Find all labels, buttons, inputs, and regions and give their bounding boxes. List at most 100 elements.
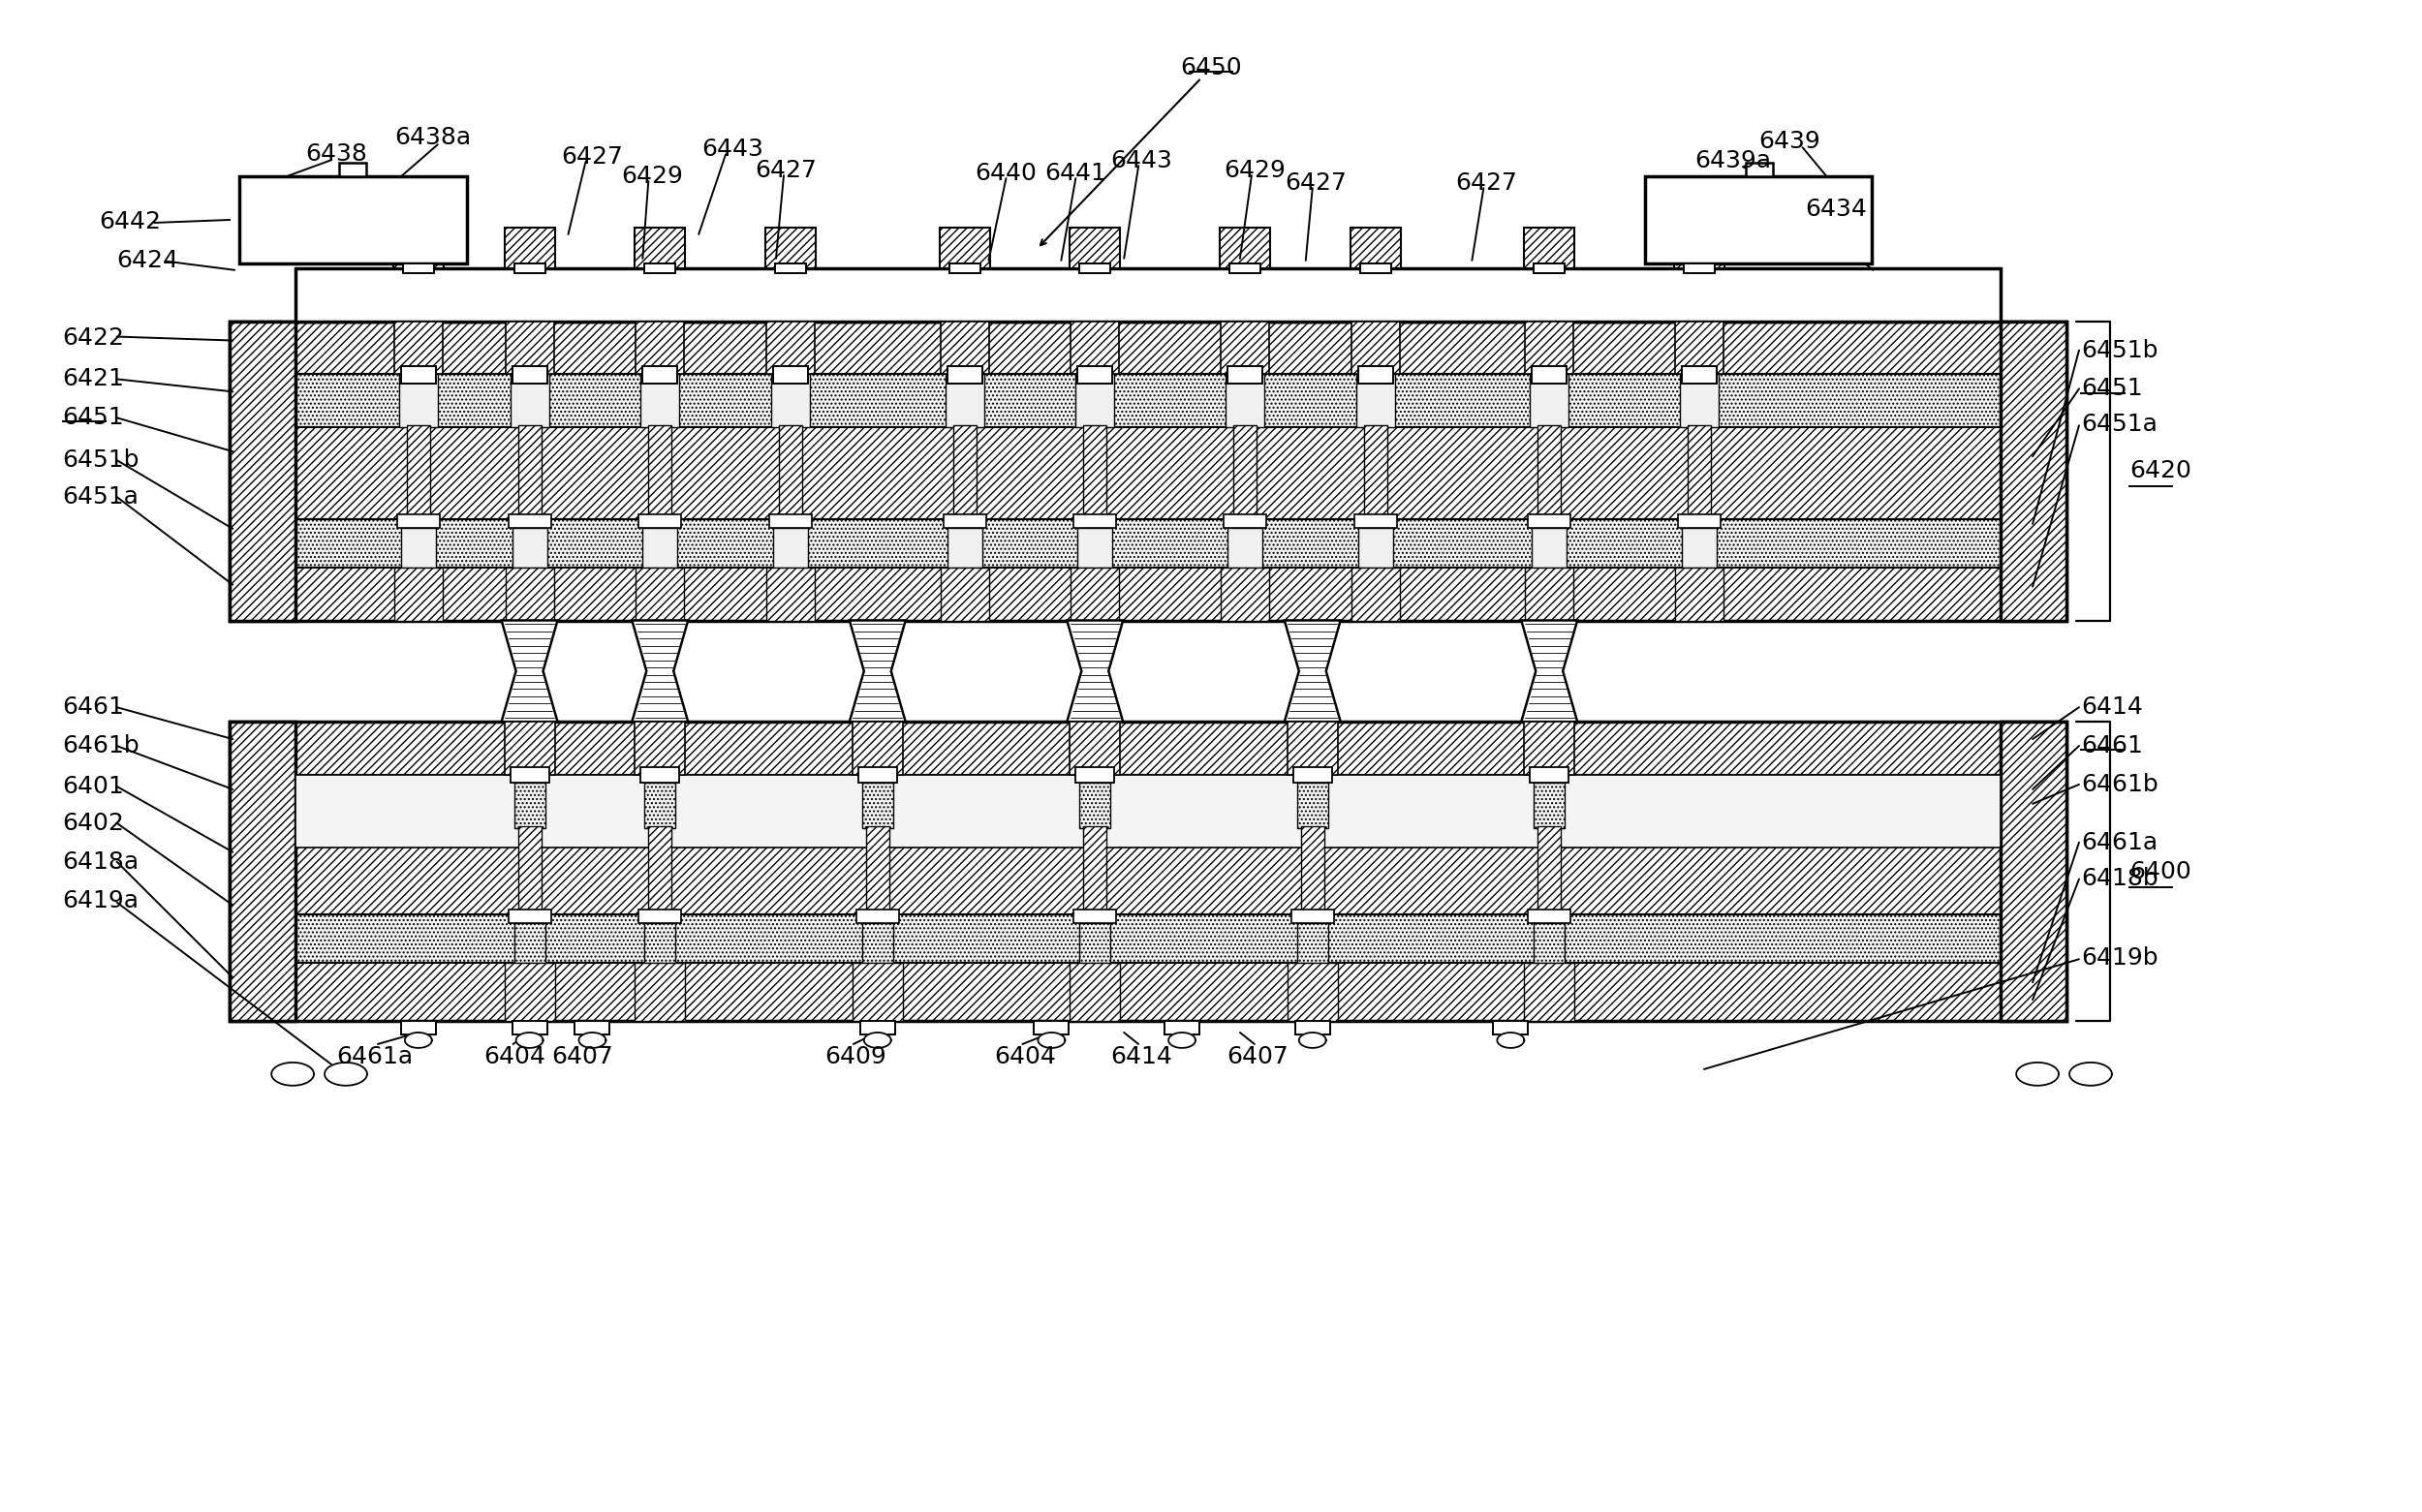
Polygon shape: [516, 1033, 543, 1048]
Bar: [942, 514, 986, 528]
Bar: [1230, 263, 1259, 274]
Text: 6451b: 6451b: [63, 449, 140, 472]
Bar: [402, 366, 436, 384]
Bar: [1533, 528, 1567, 567]
Bar: [1645, 177, 1872, 263]
Bar: [395, 321, 443, 375]
Bar: [1356, 375, 1395, 428]
Bar: [867, 826, 889, 916]
Bar: [1080, 263, 1109, 274]
Text: 6429: 6429: [622, 165, 683, 187]
Bar: [1681, 366, 1717, 384]
Text: 6461: 6461: [63, 696, 124, 718]
Bar: [230, 321, 295, 620]
Bar: [1301, 826, 1325, 916]
Bar: [1075, 375, 1114, 428]
Polygon shape: [1167, 1033, 1196, 1048]
Bar: [230, 721, 2066, 774]
Bar: [773, 366, 809, 384]
Bar: [1298, 783, 1327, 829]
Bar: [1526, 321, 1574, 375]
Polygon shape: [1298, 1033, 1325, 1048]
Bar: [1223, 514, 1267, 528]
Text: 6409: 6409: [823, 1045, 886, 1069]
Text: 6427: 6427: [1284, 171, 1347, 195]
Bar: [1533, 783, 1565, 829]
Bar: [1674, 228, 1724, 268]
Polygon shape: [1284, 620, 1339, 721]
Bar: [1228, 528, 1262, 567]
Bar: [1080, 924, 1109, 963]
Text: 6461b: 6461b: [63, 735, 140, 758]
Bar: [518, 826, 540, 916]
Bar: [230, 721, 295, 1021]
Bar: [1526, 567, 1574, 620]
Bar: [765, 228, 816, 268]
Bar: [1073, 514, 1117, 528]
Text: 6461a: 6461a: [2080, 830, 2158, 854]
Bar: [230, 721, 295, 1021]
Bar: [853, 721, 903, 774]
Bar: [230, 567, 2066, 620]
Bar: [1359, 263, 1390, 274]
Bar: [2001, 721, 2066, 1021]
Bar: [857, 767, 896, 783]
Bar: [339, 163, 366, 177]
Bar: [1083, 425, 1107, 522]
Bar: [1080, 783, 1109, 829]
Text: 6451: 6451: [63, 407, 124, 429]
Bar: [1349, 228, 1400, 268]
Bar: [513, 263, 545, 274]
Text: 6451a: 6451a: [2080, 413, 2158, 435]
Bar: [230, 915, 2066, 963]
Bar: [1071, 963, 1119, 1021]
Text: 6422: 6422: [63, 327, 124, 349]
Bar: [1678, 514, 1720, 528]
Text: 6438a: 6438a: [395, 125, 472, 150]
Bar: [860, 1021, 894, 1034]
Bar: [397, 514, 441, 528]
Bar: [1071, 721, 1119, 774]
Bar: [1034, 1021, 1068, 1034]
Text: 6440: 6440: [976, 162, 1037, 184]
Bar: [635, 963, 685, 1021]
Bar: [511, 1021, 547, 1034]
Polygon shape: [850, 620, 906, 721]
Bar: [1359, 366, 1393, 384]
Polygon shape: [501, 620, 557, 721]
Bar: [513, 924, 545, 963]
Bar: [230, 774, 2066, 829]
Bar: [392, 228, 443, 268]
Bar: [1533, 263, 1565, 274]
Bar: [574, 1021, 610, 1034]
Text: 6418a: 6418a: [63, 850, 140, 874]
Bar: [1538, 826, 1560, 916]
Bar: [1523, 228, 1574, 268]
Polygon shape: [404, 1033, 431, 1048]
Bar: [1531, 767, 1569, 783]
Bar: [1298, 924, 1327, 963]
Bar: [1226, 375, 1264, 428]
Bar: [945, 375, 983, 428]
Bar: [230, 721, 2066, 1021]
Text: 6434: 6434: [1804, 198, 1867, 221]
Bar: [2001, 721, 2066, 1021]
Bar: [1494, 1021, 1528, 1034]
Polygon shape: [271, 1063, 315, 1086]
Bar: [1221, 567, 1269, 620]
Bar: [1746, 163, 1773, 177]
Bar: [240, 177, 467, 263]
Bar: [773, 528, 809, 567]
Text: 6451b: 6451b: [2080, 339, 2158, 361]
Text: 6441: 6441: [1044, 162, 1107, 184]
Bar: [407, 425, 431, 522]
Bar: [780, 425, 802, 522]
Bar: [1221, 228, 1269, 268]
Polygon shape: [1497, 1033, 1523, 1048]
Bar: [1083, 826, 1107, 916]
Bar: [1681, 528, 1717, 567]
Text: 6427: 6427: [1456, 171, 1519, 195]
Bar: [947, 366, 981, 384]
Bar: [1071, 567, 1119, 620]
Text: 6450: 6450: [1180, 56, 1242, 79]
